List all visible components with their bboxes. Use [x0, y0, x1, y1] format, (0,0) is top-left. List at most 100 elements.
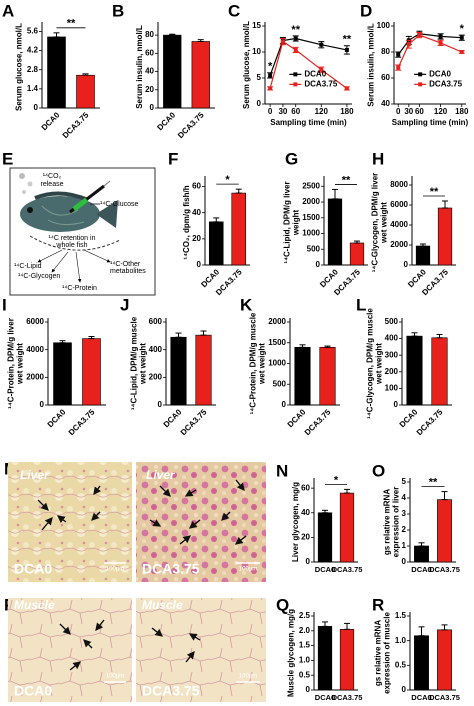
arrow	[95, 619, 105, 632]
panel-letter: G	[285, 149, 298, 168]
y-tick-label: 1	[402, 541, 407, 550]
y-tick-label: 0	[257, 99, 262, 108]
panel-letter: O	[372, 461, 385, 480]
bar	[414, 545, 429, 563]
x-tick-label: DCA0	[398, 407, 420, 429]
y-axis-label: expression of muscle	[382, 612, 391, 694]
scale-label: 100μm	[239, 674, 257, 680]
image-tissue: Muscle	[14, 598, 55, 612]
x-tick-label: 180	[455, 107, 469, 116]
panel-letter: K	[240, 295, 253, 314]
y-tick-label: 0	[197, 260, 202, 269]
y-tick-label: 6000	[26, 317, 44, 326]
panel-letter: R	[372, 595, 384, 614]
point	[396, 52, 401, 57]
y-tick-label: 2	[402, 525, 407, 534]
point	[417, 33, 422, 38]
y-axis-label: ¹⁴C-Lipid, DPM/g liver	[283, 181, 292, 263]
y-tick-label: 2500	[302, 181, 320, 190]
y-tick-label: 2000	[26, 372, 44, 381]
arrow	[151, 627, 164, 637]
y-axis-label: Serum insulin, nmol/L	[366, 23, 375, 107]
y-axis-label: Liver glycogen, mg/g	[291, 482, 300, 562]
legend-label: DCA3.75	[304, 79, 337, 88]
x-tick-label: DCA0	[46, 407, 68, 429]
x-tick-label: DCA0	[411, 693, 431, 702]
y-tick-label: 20	[145, 85, 154, 94]
y-tick-label: 6000	[390, 200, 408, 209]
micrograph-panel: P Muscle Muscle DCA0 DCA3.75 100μm 100μm	[4, 595, 266, 702]
bar	[415, 245, 431, 266]
x-tick-label: DCA0	[286, 407, 308, 429]
y-axis-label: ¹⁴C-Protein, DPM/g liver	[7, 318, 16, 409]
y-tick-label: 5.6	[27, 27, 39, 36]
image-group: DCA3.75	[142, 561, 200, 577]
x-tick-label: 60	[415, 107, 424, 116]
y-axis-label: weight	[292, 210, 301, 237]
point	[438, 34, 443, 39]
x-tick-label: DCA3.75	[415, 407, 445, 437]
micrograph-panel: M Liver Liver DCA0 DCA3.75 100μm 100μm	[4, 459, 266, 582]
y-tick-label: 2000	[268, 317, 286, 326]
y-axis-label: ¹⁴C-Protein, DPM/g muscle	[249, 312, 258, 414]
fish-tail	[96, 200, 118, 228]
y-tick-label: 80	[381, 47, 390, 56]
bar	[294, 347, 311, 406]
y-tick-label: 0	[40, 400, 45, 409]
micrograph	[8, 462, 132, 582]
arrow	[75, 251, 82, 283]
arrows	[37, 479, 247, 545]
y-tick-label: 60	[381, 73, 390, 82]
y-tick-label: 200	[385, 367, 399, 376]
bubble	[19, 173, 25, 179]
bar	[437, 629, 452, 691]
bar	[431, 337, 448, 406]
y-axis-label: Serum insulin, nmol/L	[135, 25, 144, 109]
x-tick-label: DCA3.75	[303, 407, 333, 437]
y-tick-label: 1.0	[299, 656, 311, 665]
y-tick-label: 0.5	[395, 660, 407, 669]
arrow	[51, 251, 69, 273]
y-tick-label: 3	[402, 509, 407, 518]
panel-letter: H	[372, 149, 384, 168]
y-tick-label: 2000	[302, 197, 320, 206]
y-tick-label: 0	[394, 400, 399, 409]
arrow	[41, 517, 53, 531]
x-tick-label: DCA3.75	[429, 565, 460, 574]
diagram-label: ¹⁴CO₂	[43, 173, 62, 180]
bubble	[27, 181, 33, 187]
arrow	[93, 485, 102, 496]
arrow	[56, 515, 67, 524]
scale-label: 100μm	[239, 567, 257, 573]
bar	[317, 512, 333, 563]
bar	[319, 347, 336, 406]
significance: *	[225, 174, 230, 186]
point	[344, 47, 349, 52]
bar	[317, 626, 333, 691]
y-tick-label: 0	[404, 260, 409, 269]
x-tick-label: 60	[291, 107, 300, 116]
bubble	[22, 190, 26, 194]
y-axis-label: ¹⁴C-Glycogen, DPM/g liver	[371, 173, 380, 273]
diagram-label: whole fish	[55, 242, 87, 249]
arrow	[184, 489, 197, 497]
y-tick-label: 0	[34, 103, 39, 112]
diagram-label: release	[41, 181, 64, 188]
y-tick-label: 60	[301, 483, 310, 492]
y-tick-label: 400	[385, 334, 399, 343]
diagram-label: ¹⁴C-Glycogen	[18, 273, 60, 280]
point	[319, 42, 324, 47]
y-tick-label: 500	[307, 244, 321, 253]
legend-label: DCA3.75	[429, 79, 462, 88]
image-tissue: Muscle	[142, 598, 183, 612]
x-tick-label: 30	[404, 107, 413, 116]
point	[268, 86, 273, 91]
x-tick-label: DCA0	[315, 565, 335, 574]
x-tick-label: DCA0	[40, 110, 62, 132]
legend-marker	[293, 72, 298, 77]
point	[344, 86, 349, 91]
point	[438, 40, 443, 45]
scale-label: 100μm	[106, 567, 124, 573]
diagram-label: ¹⁴C-Glucose	[100, 201, 139, 208]
y-tick-label: 0	[158, 400, 163, 409]
